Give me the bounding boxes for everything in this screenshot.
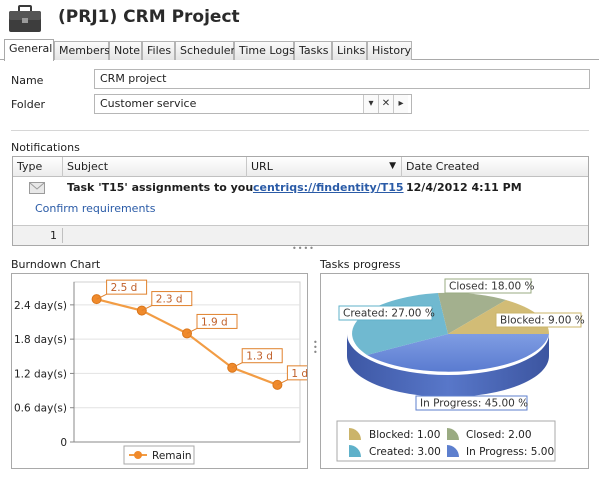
row-subject: Task 'T15' assignments to you <box>67 181 254 194</box>
pie-label-in-progress: In Progress: 45.00 % <box>415 395 528 411</box>
col-url[interactable]: URL ▼ <box>247 157 402 177</box>
clear-icon[interactable]: ✕ <box>378 95 393 113</box>
tab-links[interactable]: Links <box>332 41 367 60</box>
legend-swatch-created <box>349 445 361 457</box>
chevron-down-icon[interactable]: ▾ <box>363 95 378 113</box>
legend-label-blocked: Blocked: 1.00 <box>369 429 440 441</box>
data-label-connector <box>231 362 243 369</box>
burndown-chart: 0 0.6 day(s) 1.2 day(s) 1.8 day(s) 2.4 day(s… <box>14 279 307 465</box>
col-date-created[interactable]: Date Created <box>406 160 480 173</box>
name-label: Name <box>11 74 44 87</box>
tab-scheduler[interactable]: Scheduler <box>175 41 235 60</box>
sort-down-icon: ▼ <box>389 161 396 171</box>
footer-divider <box>62 228 63 243</box>
name-field[interactable]: CRM project <box>94 69 590 89</box>
data-label-connector <box>186 327 198 334</box>
data-label-connector <box>277 379 288 386</box>
burndown-legend <box>123 445 195 465</box>
legend-swatch-blocked <box>349 428 361 440</box>
pie-label-blocked-text: Blocked: 9.00 % <box>500 315 585 327</box>
notifications-title: Notifications <box>11 141 80 154</box>
row-url-link[interactable]: centriqs://findentity/T15 <box>253 181 404 194</box>
data-point[interactable] <box>136 305 147 316</box>
tab-note[interactable]: Note <box>109 41 142 60</box>
data-label-box <box>286 365 307 381</box>
briefcase-icon <box>9 5 41 32</box>
tab-time-logs[interactable]: Time Logs <box>234 41 295 60</box>
data-label: 2.5 d <box>111 282 138 294</box>
tab-general[interactable]: General <box>4 39 54 61</box>
data-label: 1 d <box>291 368 307 380</box>
folder-field[interactable]: Customer service ▾ ✕ ▸ <box>94 94 412 114</box>
legend-swatch-in-progress <box>447 445 459 457</box>
data-label-connector <box>96 293 107 300</box>
legend-label-remain: Remain <box>152 450 192 462</box>
header: (PRJ1) CRM Project <box>0 0 599 38</box>
y-tick-label: 2.4 day(s) <box>14 300 67 312</box>
pie-label-closed: Closed: 18.00 % <box>444 278 535 294</box>
data-label: 1.3 d <box>246 351 273 363</box>
envelope-icon <box>29 182 45 194</box>
row-date: 12/4/2012 4:11 PM <box>406 181 522 194</box>
col-subject[interactable]: Subject <box>63 157 247 177</box>
data-point[interactable] <box>272 379 283 390</box>
legend-label-in-progress: In Progress: 5.00 <box>466 446 554 458</box>
data-label-box <box>196 313 238 329</box>
vertical-splitter-handle[interactable]: • • • <box>313 338 318 357</box>
legend-label-closed: Closed: 2.00 <box>466 429 532 441</box>
y-tick-label: 0 <box>60 437 67 449</box>
col-type[interactable]: Type <box>13 157 63 177</box>
footer-count: 1 <box>50 229 57 242</box>
pie-label-created-text: Created: 27.00 % <box>343 308 435 320</box>
pie-label-blocked: Blocked: 9.00 % <box>495 312 585 328</box>
grid-footer: 1 <box>13 225 588 245</box>
pie-chart: Closed: 18.00 % Blocked: 9.00 % Created:… <box>336 278 585 462</box>
page-title: (PRJ1) CRM Project <box>58 7 240 27</box>
horizontal-splitter-handle[interactable]: •••• <box>292 244 315 253</box>
divider <box>11 130 589 131</box>
y-tick-label: 0.6 day(s) <box>14 403 67 415</box>
progress-panel: Closed: 18.00 % Blocked: 9.00 % Created:… <box>320 273 589 469</box>
project-name: CRM Project <box>123 7 240 27</box>
y-tick-label: 1.8 day(s) <box>14 334 67 346</box>
pie-slice-closed[interactable] <box>438 292 506 334</box>
data-label: 1.9 d <box>201 316 228 328</box>
progress-title: Tasks progress <box>320 258 401 271</box>
grid-header: Type Subject URL ▼ Date Created <box>13 157 588 177</box>
burndown-panel: 0 0.6 day(s) 1.2 day(s) 1.8 day(s) 2.4 day(s… <box>11 273 308 469</box>
data-point[interactable] <box>227 362 238 373</box>
data-label: 2.3 d <box>156 294 183 306</box>
tab-bar: General Members Note Files Scheduler Tim… <box>0 38 599 61</box>
y-tick-label: 1.2 day(s) <box>14 368 67 380</box>
group-row-confirm-requirements[interactable]: Confirm requirements <box>35 202 156 215</box>
notifications-grid: Type Subject URL ▼ Date Created Task 'T1… <box>12 156 589 246</box>
tab-members[interactable]: Members <box>54 41 110 60</box>
folder-label: Folder <box>11 98 45 111</box>
data-label-box <box>151 291 193 307</box>
data-label-connector <box>141 305 153 312</box>
legend-label-created: Created: 3.00 <box>369 446 441 458</box>
legend-marker <box>134 451 142 459</box>
data-label-box <box>106 279 148 295</box>
folder-value: Customer service <box>100 97 197 110</box>
pie-label-created: Created: 27.00 % <box>338 305 435 321</box>
tab-files[interactable]: Files <box>142 41 175 60</box>
pie-label-in-progress-text: In Progress: 45.00 % <box>420 398 528 410</box>
pie-slice-in-progress[interactable] <box>367 334 549 372</box>
col-url-label: URL <box>251 160 273 173</box>
project-code: (PRJ1) <box>58 7 118 27</box>
data-label-box <box>241 348 283 364</box>
pie-label-closed-text: Closed: 18.00 % <box>449 281 535 293</box>
pie-side <box>347 334 549 397</box>
chevron-right-icon[interactable]: ▸ <box>393 95 408 113</box>
tab-history[interactable]: History <box>367 41 412 60</box>
pie-legend: Blocked: 1.00 Closed: 2.00 Created: 3.00… <box>336 420 556 462</box>
legend-swatch-closed <box>447 428 459 440</box>
tab-tasks[interactable]: Tasks <box>294 41 332 60</box>
burndown-title: Burndown Chart <box>11 258 101 271</box>
